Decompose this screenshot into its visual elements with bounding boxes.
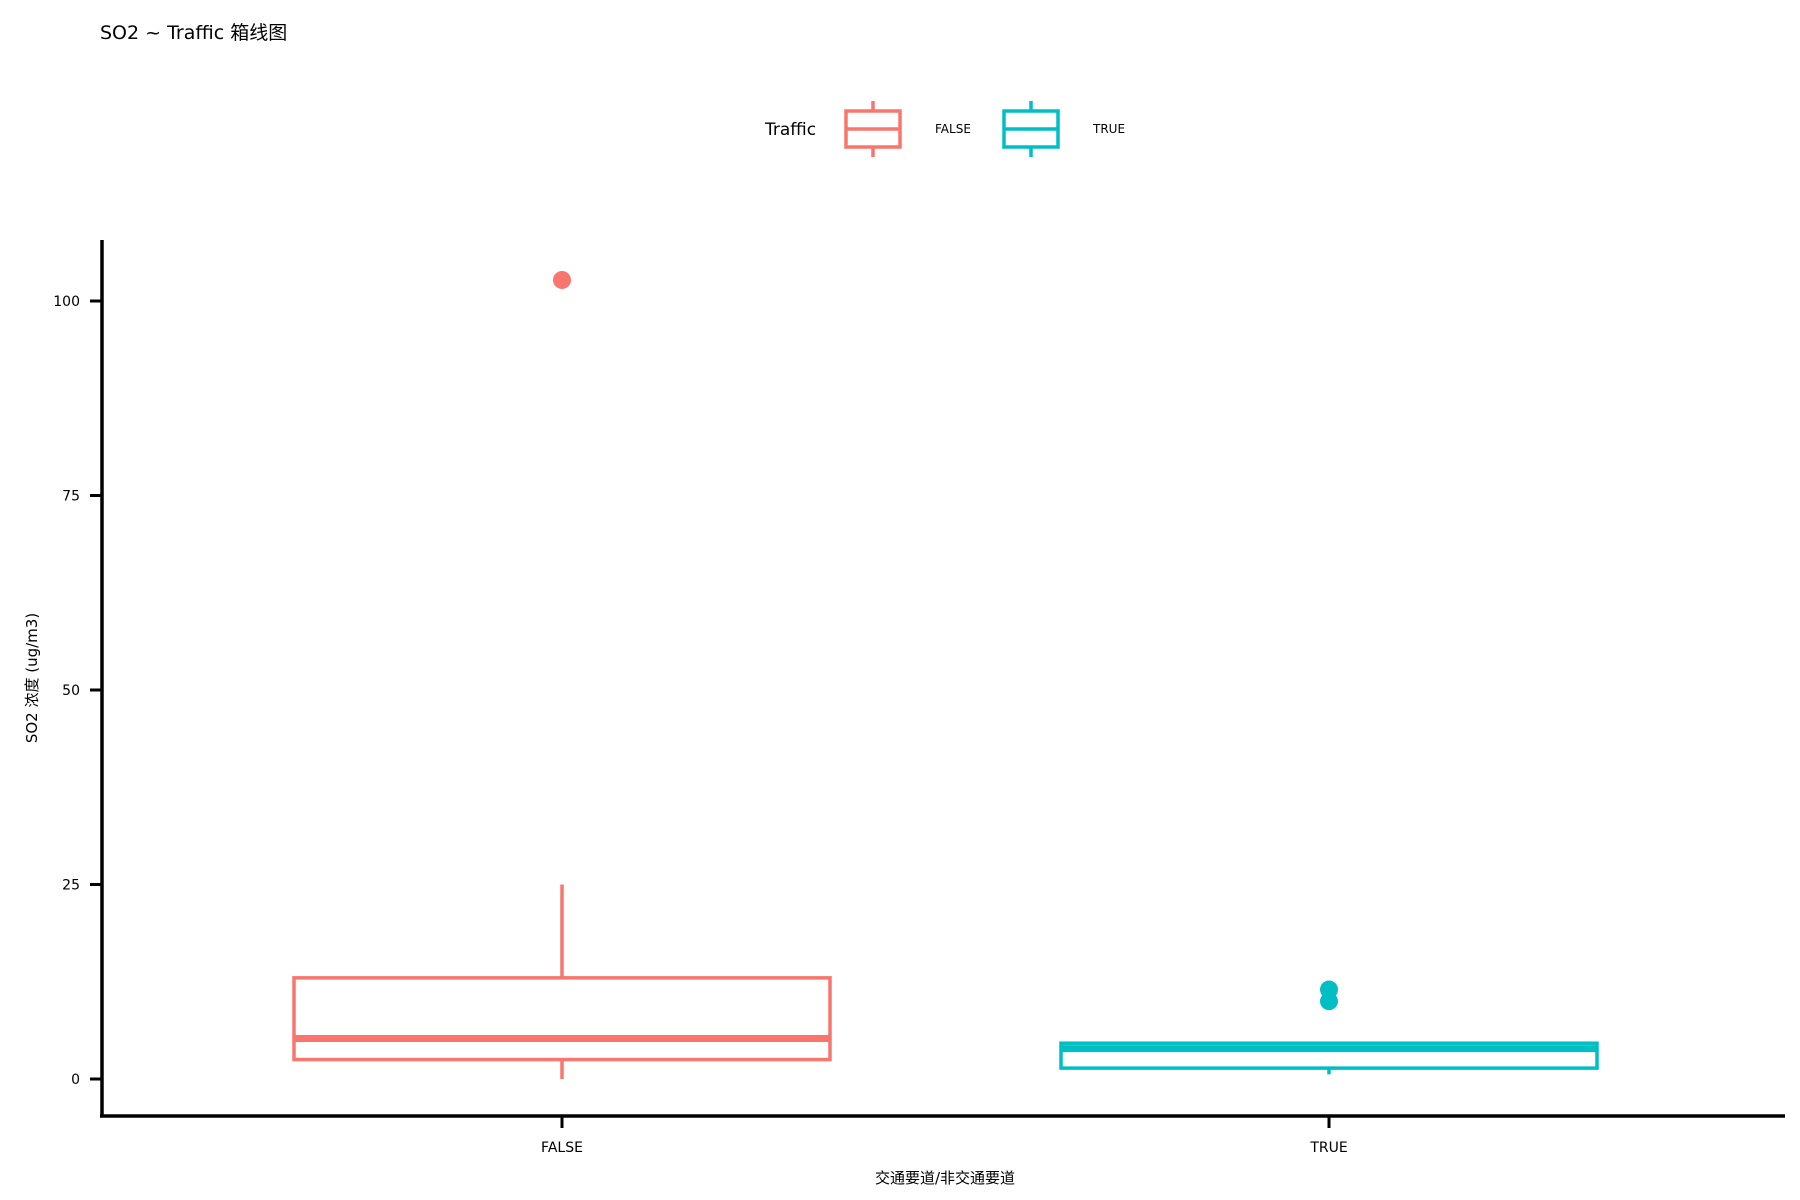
iqr-box (292, 976, 832, 1062)
x-tick-label: FALSE (541, 1140, 583, 1156)
outlier-point (1320, 980, 1338, 999)
legend-label: FALSE (935, 122, 971, 136)
legend-label: TRUE (1092, 122, 1125, 136)
y-axis-title: SO2 浓度 (ug/m3) (23, 613, 41, 743)
box-true (1059, 980, 1599, 1075)
legend-title: Traffic (764, 120, 816, 140)
plot-area (292, 270, 1599, 1079)
legend-key-false: FALSE (844, 101, 971, 157)
box-false (292, 270, 832, 1079)
chart-title: SO2 ~ Traffic 箱线图 (100, 22, 287, 44)
outlier-point (553, 270, 571, 289)
legend-key-true: TRUE (1002, 101, 1125, 157)
y-tick-label: 0 (71, 1072, 80, 1088)
y-axis-ticks: 0 25 50 75 100 (53, 294, 102, 1088)
legend: Traffic FALSE TRUE (764, 101, 1125, 157)
x-axis-title: 交通要道/非交通要道 (875, 1169, 1015, 1187)
y-tick-label: 50 (62, 683, 80, 699)
x-tick-label: TRUE (1309, 1140, 1347, 1156)
y-tick-label: 75 (62, 489, 80, 505)
x-axis-ticks: FALSE TRUE (541, 1116, 1348, 1156)
y-tick-label: 25 (62, 878, 80, 894)
y-tick-label: 100 (53, 294, 80, 310)
